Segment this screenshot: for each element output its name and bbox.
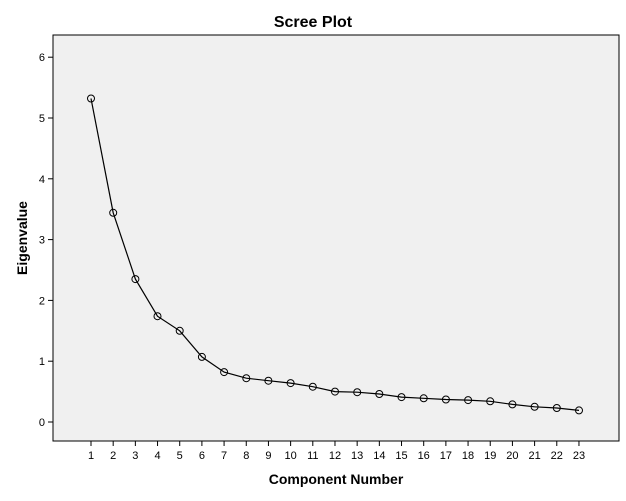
data-point	[242, 374, 251, 383]
data-point	[353, 388, 362, 397]
data-point	[397, 393, 406, 402]
x-axis-label: Component Number	[269, 471, 404, 487]
data-point	[419, 394, 428, 403]
data-point	[552, 404, 561, 412]
x-tick-label: 13	[351, 450, 363, 462]
x-tick-label: 2	[110, 450, 116, 462]
y-axis-label: Eigenvalue	[14, 201, 30, 275]
x-tick-label: 14	[373, 450, 385, 462]
data-point	[441, 395, 450, 404]
data-point	[87, 94, 95, 103]
x-tick-label: 3	[132, 450, 138, 462]
y-tick-label: 6	[39, 52, 45, 64]
data-point	[131, 275, 140, 284]
y-tick-label: 0	[39, 417, 45, 429]
data-point	[375, 390, 384, 398]
data-point	[308, 382, 317, 391]
data-point	[175, 326, 184, 335]
x-tick-label: 1	[88, 450, 94, 462]
y-tick-label: 5	[39, 113, 45, 125]
x-tick-label: 15	[395, 450, 407, 462]
x-tick-label: 7	[221, 450, 227, 462]
data-point	[530, 402, 539, 411]
y-tick-label: 3	[39, 235, 45, 247]
x-tick-label: 19	[484, 450, 496, 462]
x-tick-label: 21	[528, 450, 540, 462]
x-tick-label: 20	[506, 450, 518, 462]
data-point	[508, 400, 517, 409]
x-tick-label: 9	[265, 450, 271, 462]
x-axis: 1 2 3 4 5 6 7 8 9 10 11 12 13 14 15 16 17 18 19 20 21 22 23	[88, 441, 585, 462]
x-tick-label: 16	[418, 450, 430, 462]
data-point	[464, 396, 473, 405]
x-tick-label: 18	[462, 450, 474, 462]
x-tick-label: 6	[199, 450, 205, 462]
data-point	[109, 208, 118, 217]
data-point	[486, 397, 495, 406]
data-point	[153, 312, 162, 321]
x-tick-label: 17	[440, 450, 452, 462]
plot-area	[52, 34, 620, 442]
y-tick-label: 4	[39, 174, 45, 186]
y-tick-label: 1	[39, 356, 45, 368]
data-points	[87, 94, 583, 415]
data-point	[331, 387, 339, 396]
data-point	[286, 379, 295, 388]
data-point	[197, 352, 206, 361]
data-point	[220, 368, 229, 377]
x-tick-label: 23	[573, 450, 585, 462]
y-axis: 0 1 2 3 4 5 6	[39, 52, 53, 429]
x-tick-label: 12	[329, 450, 341, 462]
x-tick-label: 10	[284, 450, 296, 462]
series-line	[90, 98, 580, 411]
chart-title: Scree Plot	[274, 14, 353, 31]
x-tick-label: 8	[243, 450, 249, 462]
data-point	[264, 376, 273, 385]
y-tick-label: 2	[39, 295, 45, 307]
x-tick-label: 22	[551, 450, 563, 462]
x-tick-label: 4	[154, 450, 160, 462]
x-tick-label: 11	[307, 450, 318, 462]
x-tick-label: 5	[177, 450, 183, 462]
data-point	[575, 406, 583, 415]
